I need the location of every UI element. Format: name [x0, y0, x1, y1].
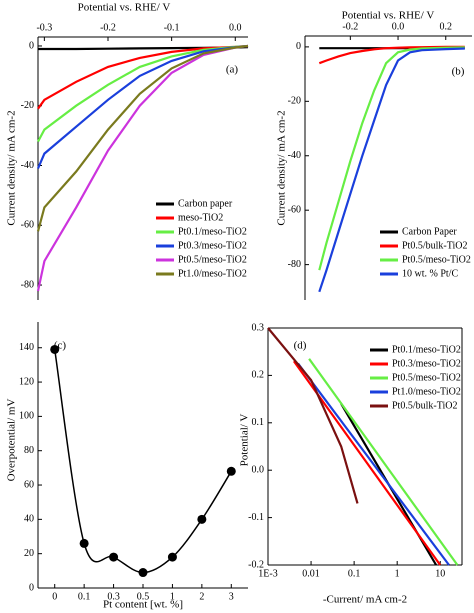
- y-tick-label: 100: [19, 411, 34, 422]
- panel-label: (b): [452, 66, 465, 78]
- y-tick-label: 0.2: [252, 370, 265, 381]
- series-line: [37, 44, 249, 110]
- y-tick-label: -80: [21, 279, 34, 290]
- x-tick-label: 0.0: [392, 21, 405, 32]
- legend-label: meso-TiO2: [178, 212, 223, 223]
- y-tick-label: 0.3: [252, 322, 265, 333]
- series-line: [308, 358, 459, 566]
- y-axis-title: Current density/ mA cm-2: [276, 110, 288, 225]
- y-tick-label: 0.0: [252, 464, 265, 475]
- data-point: [79, 538, 89, 548]
- y-tick-label: -20: [21, 100, 34, 111]
- x-tick-label: 10: [435, 568, 445, 579]
- y-tick-label: 60: [24, 479, 34, 490]
- legend-label: Pt0.3/meso-TiO2: [392, 358, 461, 369]
- y-tick-label: 140: [19, 342, 34, 353]
- x-axis-title: Pt content [wt. %]: [103, 599, 183, 611]
- series-line: [297, 362, 450, 566]
- x-axis-title: -Current/ mA cm-2: [323, 594, 407, 606]
- legend-label: 10 wt. % Pt/C: [402, 268, 458, 279]
- data-point: [50, 344, 60, 354]
- legend-label: Pt0.3/meso-TiO2: [178, 240, 247, 251]
- x-tick-label: -0.2: [342, 21, 358, 32]
- y-tick-label: 0: [29, 40, 34, 51]
- y-tick-label: -0.1: [248, 512, 264, 523]
- y-tick-label: -0.2: [248, 559, 264, 570]
- y-tick-label: -40: [288, 150, 301, 161]
- y-tick-label: -60: [288, 204, 301, 215]
- legend-label: Pt1.0/meso-TiO2: [392, 386, 461, 397]
- y-tick-label: 120: [19, 376, 34, 387]
- x-tick-label: 0.5: [137, 591, 150, 602]
- y-tick-label: 0.1: [252, 417, 265, 428]
- x-tick-label: 0: [52, 591, 57, 602]
- panel-label: (a): [226, 64, 239, 76]
- data-point: [197, 514, 207, 524]
- panel-label: (d): [294, 340, 307, 352]
- data-point: [109, 552, 119, 562]
- data-point: [167, 552, 177, 562]
- x-tick-label: 2: [199, 591, 204, 602]
- y-tick-label: 20: [24, 548, 34, 559]
- legend-label: Pt1.0/meso-TiO2: [178, 268, 247, 279]
- x-tick-label: 1E-3: [258, 568, 277, 579]
- x-tick-label: 3: [229, 591, 234, 602]
- x-axis-title: Potential vs. RHE/ V: [78, 2, 171, 14]
- y-tick-label: -20: [288, 96, 301, 107]
- series-line: [37, 44, 249, 143]
- x-tick-label: 0.01: [302, 568, 320, 579]
- y-tick-label: -80: [288, 259, 301, 270]
- x-tick-label: 0.1: [348, 568, 361, 579]
- legend-label: Pt0.5/meso-TiO2: [402, 254, 471, 265]
- y-tick-label: 80: [24, 445, 34, 456]
- y-axis-title: Overpotential/ mV: [6, 399, 18, 482]
- data-point: [226, 466, 236, 476]
- legend-label: Pt0.5/meso-TiO2: [178, 254, 247, 265]
- series-line: [36, 44, 249, 169]
- legend-label: Pt0.1/meso-TiO2: [178, 226, 247, 237]
- data-point: [138, 568, 148, 578]
- y-axis-title: Current density/ mA cm-2: [6, 110, 18, 225]
- legend-label: Pt0.5/meso-TiO2: [392, 372, 461, 383]
- x-tick-label: 0.0: [229, 22, 242, 33]
- x-tick-label: -0.2: [100, 22, 116, 33]
- series-line: [36, 44, 249, 232]
- x-tick-label: -0.3: [36, 22, 52, 33]
- legend-label: Pt0.5/bulk-TiO2: [402, 240, 467, 251]
- x-tick-label: 1: [170, 591, 175, 602]
- x-tick-label: -0.1: [164, 22, 180, 33]
- series-line: [267, 327, 359, 504]
- series-line: [318, 46, 465, 271]
- series-line: [318, 47, 465, 293]
- y-tick-label: -40: [21, 160, 34, 171]
- legend-label: Pt0.5/bulk-TiO2: [392, 400, 457, 411]
- y-tick-label: 40: [24, 514, 34, 525]
- x-tick-label: 0.1: [78, 591, 91, 602]
- x-axis-title: Potential vs. RHE/ V: [342, 10, 435, 22]
- y-tick-label: -60: [21, 220, 34, 231]
- legend-label: Carbon paper: [178, 198, 233, 209]
- x-tick-label: 0.3: [107, 591, 120, 602]
- y-axis-title: Potential/ V: [239, 414, 251, 467]
- x-tick-label: 1: [395, 568, 400, 579]
- x-tick-label: 0.2: [440, 21, 453, 32]
- legend-label: Carbon Paper: [402, 226, 457, 237]
- legend-label: Pt0.1/meso-TiO2: [392, 344, 461, 355]
- series-line: [318, 45, 465, 65]
- fit-curve: [53, 349, 232, 574]
- y-tick-label: 0: [296, 41, 301, 52]
- y-tick-label: 0: [29, 582, 34, 593]
